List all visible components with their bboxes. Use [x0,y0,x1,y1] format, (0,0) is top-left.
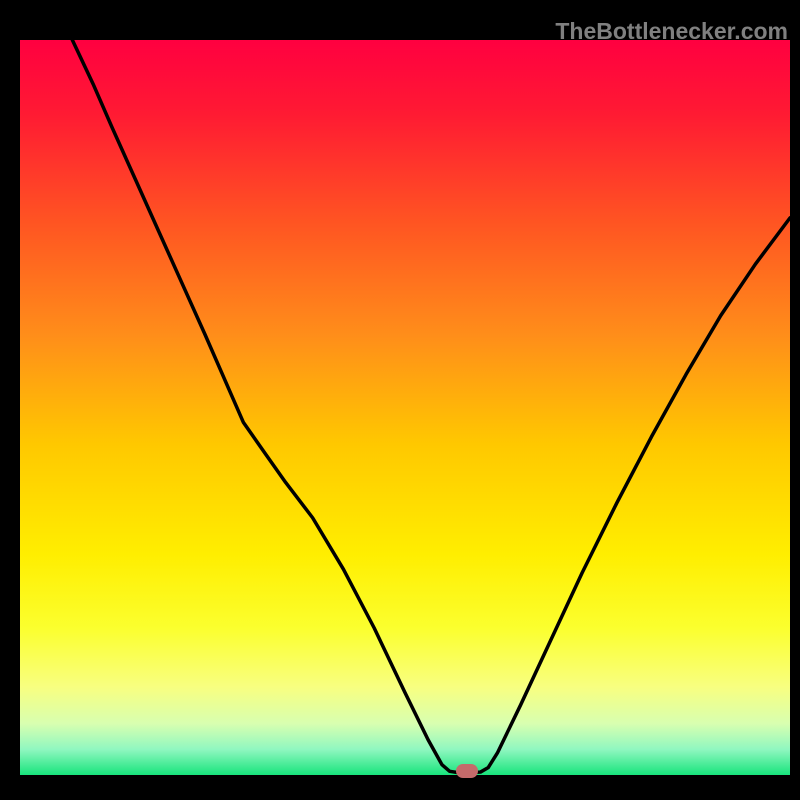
bottleneck-curve [72,40,790,773]
chart-canvas: TheBottlenecker.com [0,0,800,800]
watermark-text: TheBottlenecker.com [555,18,788,45]
curve-layer [0,0,800,800]
min-marker [456,764,478,778]
